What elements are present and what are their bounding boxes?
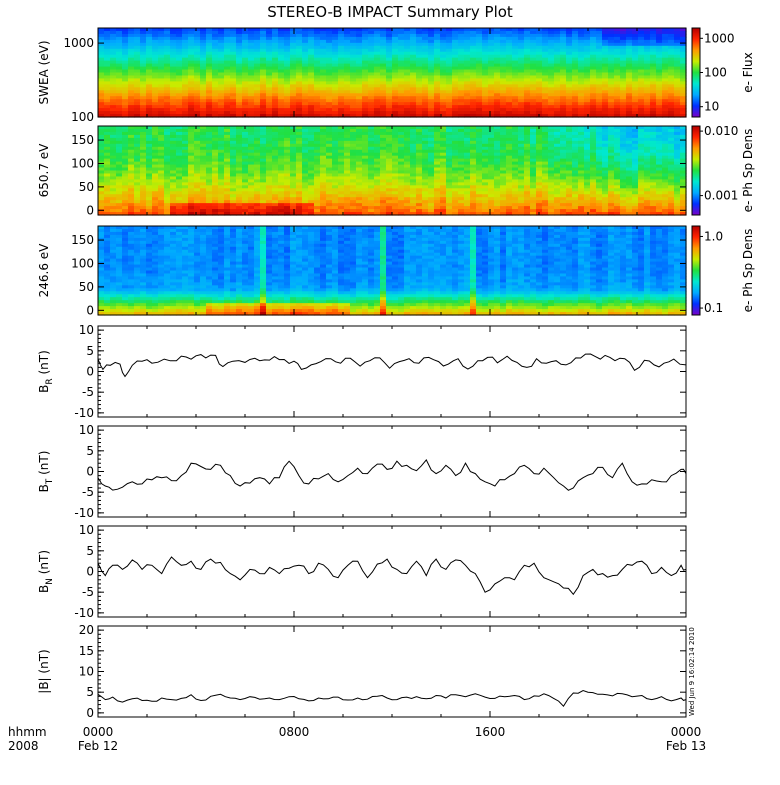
colorbar-tick-label-swea: 10 [704, 100, 719, 114]
colorbar-swea [692, 28, 700, 117]
colorbar-tick-label-swea: 100 [704, 66, 727, 80]
y-axis-label-swea: SWEA (eV) [37, 40, 51, 104]
colorbar-label-swea: e- Flux [741, 52, 755, 92]
panels-group: 100 1000 SWEA (eV) 10 100 1000 e- Flux 05010015… [37, 28, 755, 720]
panel-swea: 100 1000 SWEA (eV) 10 100 1000 e- Flux [37, 28, 755, 124]
y-tick-label-swea: 100 [71, 110, 94, 124]
y-tick-label-swea: 1000 [63, 36, 94, 50]
colorbar-tick-label-swea: 1000 [704, 31, 735, 45]
plot-title: STEREO-B IMPACT Summary Plot [267, 3, 513, 21]
